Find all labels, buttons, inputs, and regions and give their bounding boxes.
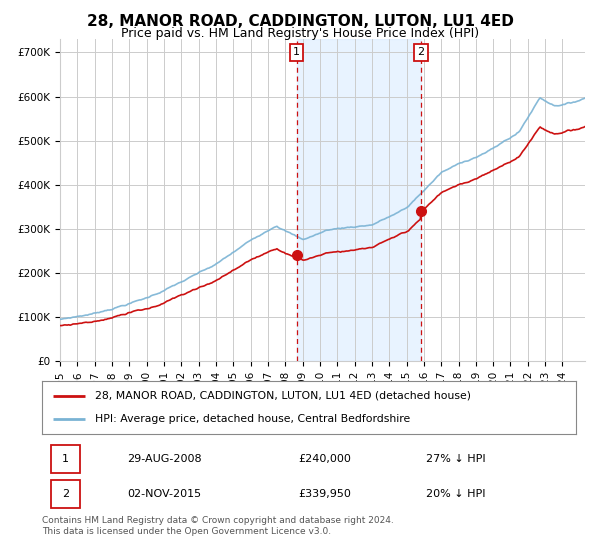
Text: 27% ↓ HPI: 27% ↓ HPI (427, 454, 486, 464)
Text: 02-NOV-2015: 02-NOV-2015 (127, 489, 202, 499)
Text: 2: 2 (418, 47, 425, 57)
Text: 28, MANOR ROAD, CADDINGTON, LUTON, LU1 4ED: 28, MANOR ROAD, CADDINGTON, LUTON, LU1 4… (86, 14, 514, 29)
Text: 28, MANOR ROAD, CADDINGTON, LUTON, LU1 4ED (detached house): 28, MANOR ROAD, CADDINGTON, LUTON, LU1 4… (95, 391, 472, 401)
Text: HPI: Average price, detached house, Central Bedfordshire: HPI: Average price, detached house, Cent… (95, 414, 410, 424)
FancyBboxPatch shape (51, 480, 80, 508)
Text: £240,000: £240,000 (298, 454, 351, 464)
Text: Contains HM Land Registry data © Crown copyright and database right 2024.
This d: Contains HM Land Registry data © Crown c… (42, 516, 394, 536)
FancyBboxPatch shape (51, 445, 80, 473)
Text: 29-AUG-2008: 29-AUG-2008 (127, 454, 202, 464)
Bar (296, 39, 421, 361)
Text: 20% ↓ HPI: 20% ↓ HPI (427, 489, 486, 499)
Text: £339,950: £339,950 (298, 489, 351, 499)
Text: 1: 1 (62, 454, 69, 464)
Text: 1: 1 (293, 47, 300, 57)
Text: Price paid vs. HM Land Registry's House Price Index (HPI): Price paid vs. HM Land Registry's House … (121, 27, 479, 40)
Text: 2: 2 (62, 489, 70, 499)
